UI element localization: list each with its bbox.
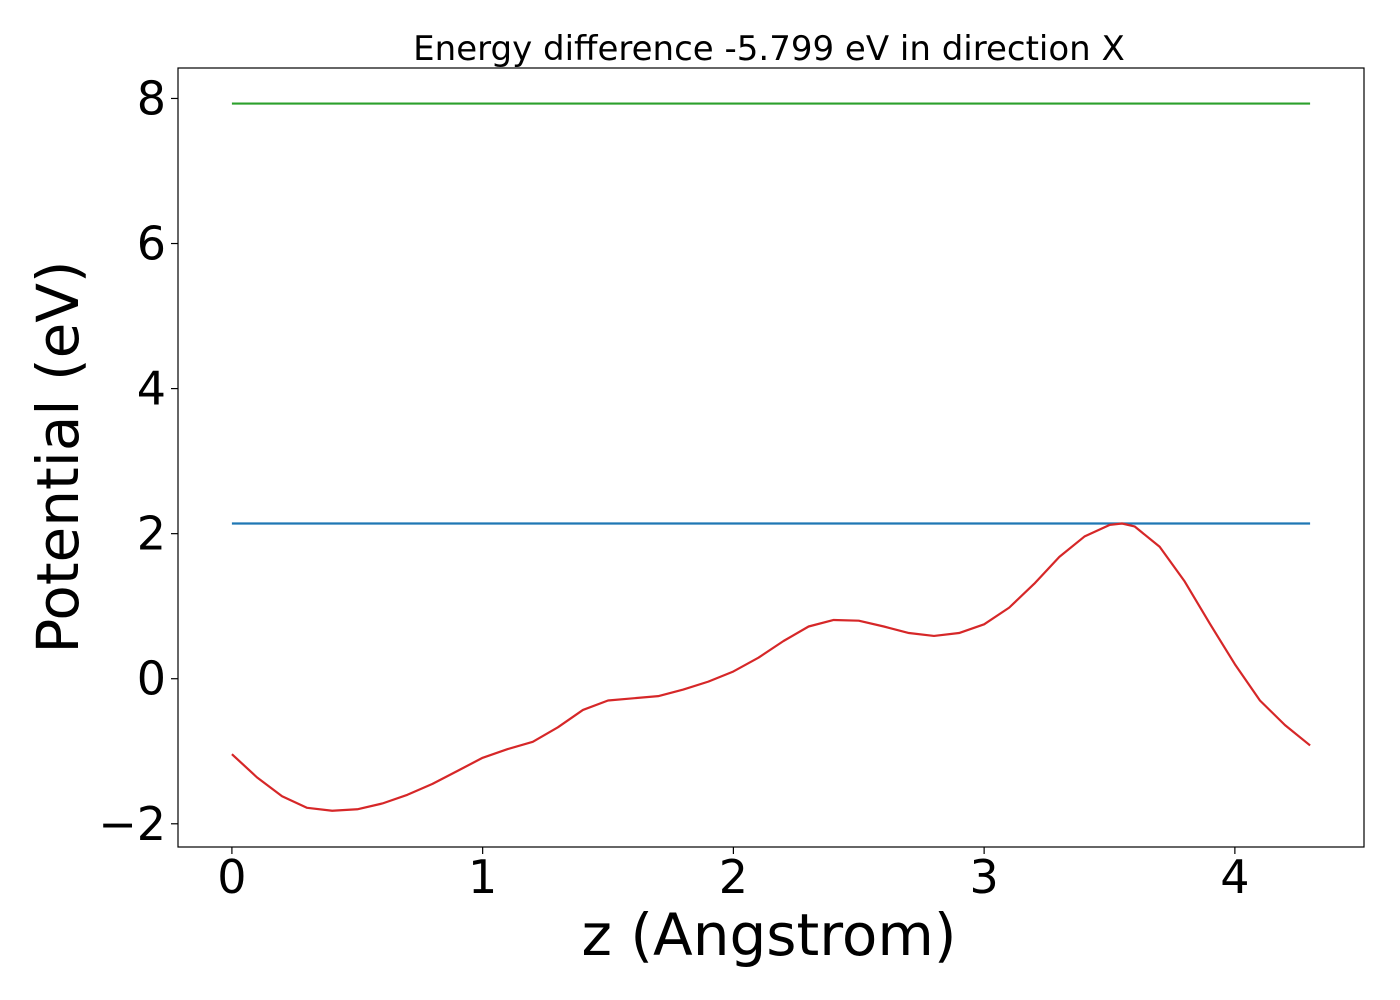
x-tick-label: 2 bbox=[719, 850, 748, 904]
x-axis-label: z (Angstrom) bbox=[582, 901, 957, 969]
x-tick-label: 1 bbox=[468, 850, 497, 904]
chart-title: Energy difference -5.799 eV in direction… bbox=[413, 29, 1125, 69]
y-tick-label: −2 bbox=[98, 797, 166, 851]
y-tick-label: 2 bbox=[137, 507, 166, 561]
plot-frame bbox=[177, 67, 1365, 848]
y-axis-label: Potential (eV) bbox=[24, 260, 92, 653]
series-layer bbox=[231, 102, 1311, 812]
y-tick-label: 4 bbox=[137, 362, 166, 416]
y-tick-label: 6 bbox=[137, 217, 166, 271]
series-line-2 bbox=[231, 522, 1311, 812]
x-tick-label: 0 bbox=[217, 850, 246, 904]
ticks-layer: 0 1 2 3 4 −2 0 2 4 6 8 bbox=[98, 71, 1249, 904]
y-tick-label: 0 bbox=[137, 652, 166, 706]
x-tick-label: 4 bbox=[1220, 850, 1249, 904]
y-tick-label: 8 bbox=[137, 71, 166, 125]
x-tick-label: 3 bbox=[969, 850, 998, 904]
